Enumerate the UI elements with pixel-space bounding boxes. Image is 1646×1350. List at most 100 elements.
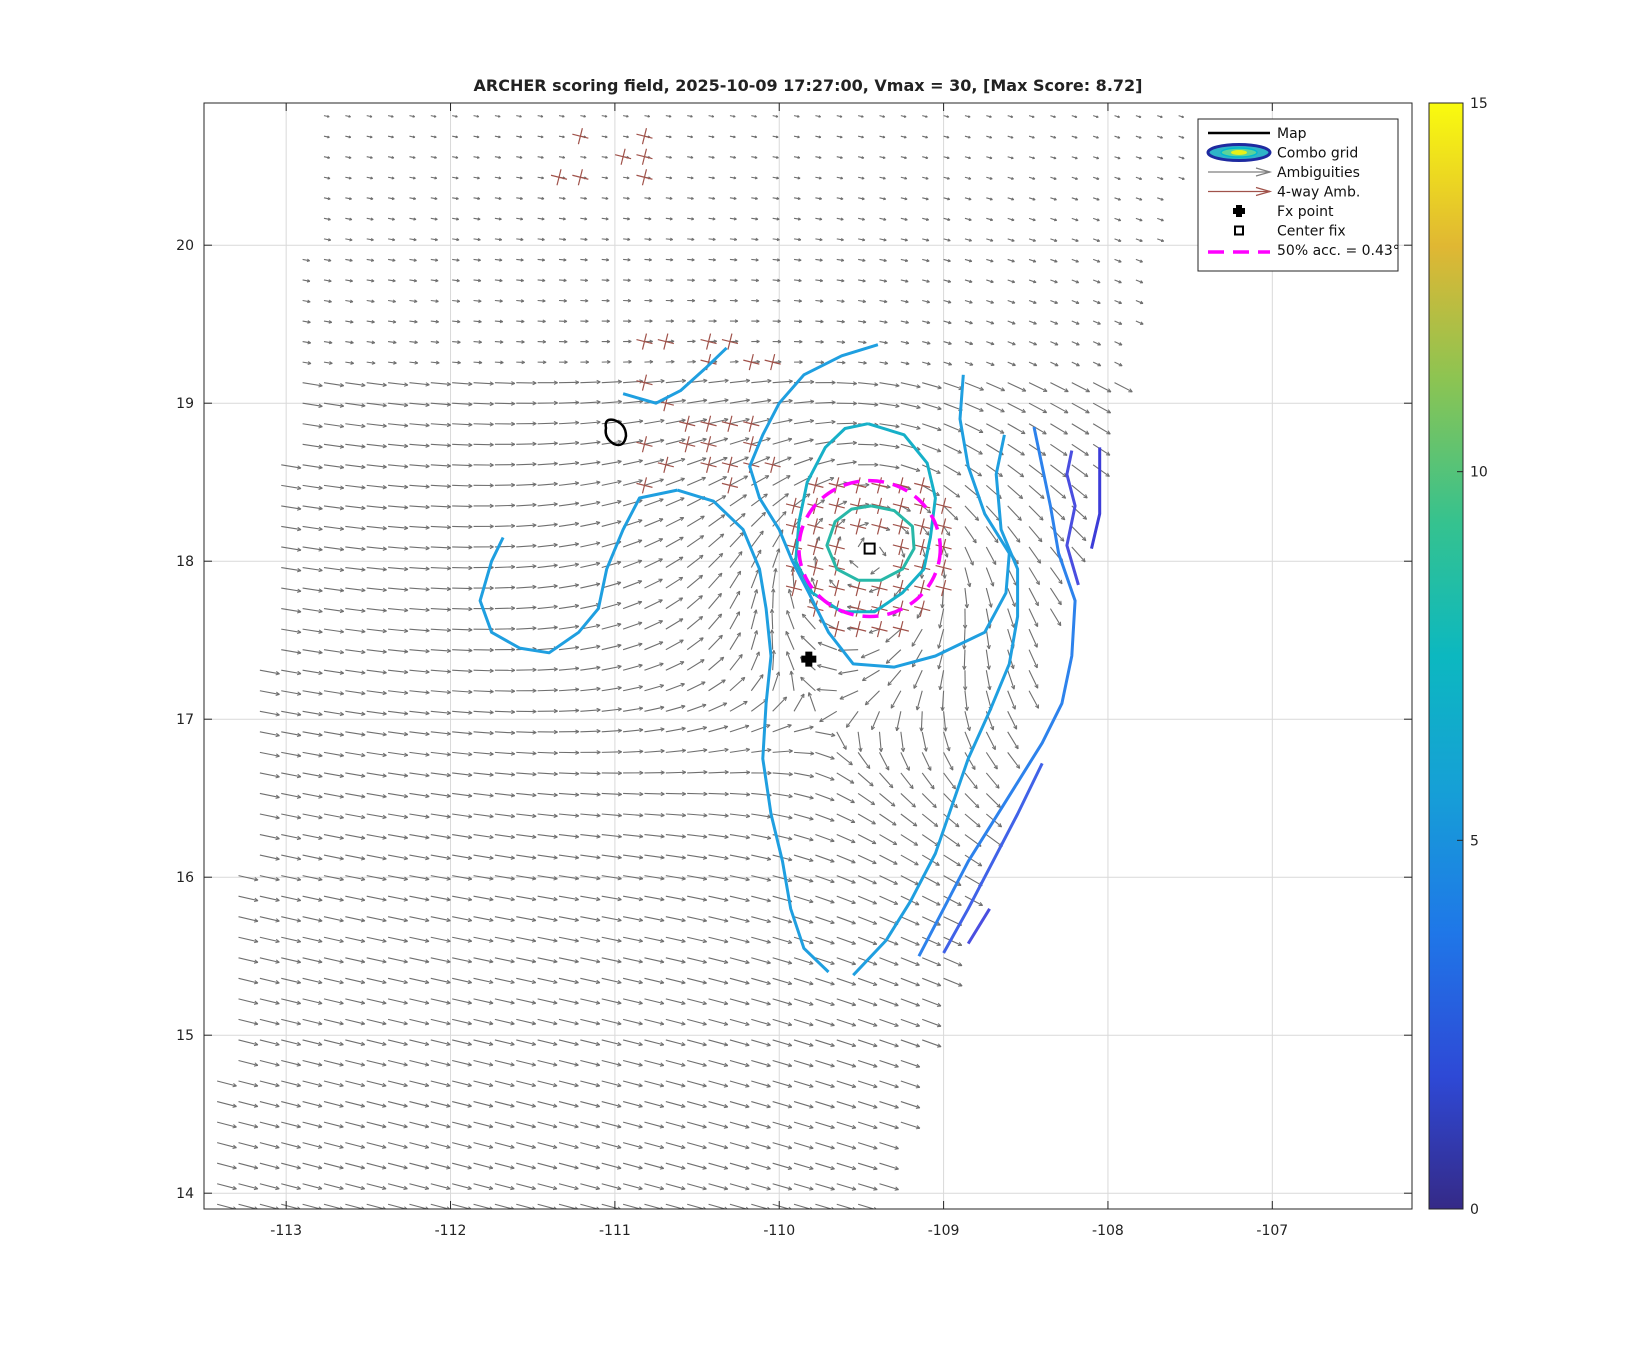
wind-vector	[431, 896, 451, 901]
wind-vector	[1008, 259, 1015, 262]
wind-vector	[538, 361, 546, 364]
wind-vector	[409, 1143, 428, 1149]
wind-vector	[922, 321, 930, 324]
tick-labels: -113 -112 -111 -110 -109 -108 -107141516171819…	[176, 103, 1412, 1239]
wind-vector	[687, 360, 695, 363]
wind-vector	[602, 521, 621, 527]
wind-vector	[709, 876, 729, 881]
wind-vector	[986, 588, 992, 607]
wind-vector	[751, 218, 758, 220]
wind-vector	[1050, 301, 1057, 304]
wind-vector	[324, 300, 332, 303]
wind-vector	[409, 136, 415, 138]
wind-vector	[879, 835, 896, 845]
wind-vector	[773, 177, 779, 179]
wind-vector	[666, 498, 684, 506]
wind-vector	[409, 238, 416, 240]
wind-vector	[986, 650, 990, 670]
wind-vector	[901, 362, 909, 365]
wind-vector	[837, 320, 845, 323]
wind-vector	[773, 279, 780, 282]
wind-vector	[1029, 588, 1038, 606]
wind-vector	[452, 95, 457, 97]
wind-vector	[815, 420, 835, 423]
wind-vector	[388, 999, 407, 1004]
wind-vector	[580, 279, 587, 282]
wind-vector	[944, 752, 953, 770]
wind-vector	[963, 629, 966, 649]
wind-vector	[474, 876, 494, 881]
wind-vector	[751, 1019, 770, 1025]
wind-vector	[773, 95, 778, 97]
wind-vector	[602, 623, 621, 629]
wind-vector	[367, 547, 387, 550]
wind-vector	[986, 95, 991, 97]
wind-vector	[474, 690, 494, 693]
wind-vector	[751, 156, 757, 158]
wind-vector	[452, 1019, 471, 1024]
wind-vector	[239, 937, 258, 942]
wind-vector	[1157, 116, 1162, 118]
wind-vector	[794, 419, 814, 423]
four-way-ambiguity	[914, 601, 930, 617]
legend: MapCombo gridAmbiguities4-way Amb.Fx poi…	[1198, 119, 1400, 271]
wind-vector	[580, 855, 600, 859]
wind-vector	[1093, 116, 1098, 118]
wind-vector	[1136, 95, 1141, 97]
wind-vector	[730, 218, 737, 220]
wind-vector	[538, 320, 546, 323]
wind-vector	[409, 793, 429, 797]
wind-vector	[1093, 465, 1109, 477]
wind-vector	[687, 596, 702, 609]
wind-vector	[303, 383, 323, 387]
wind-vector	[837, 461, 857, 465]
wind-vector	[474, 361, 482, 364]
wind-vector	[815, 752, 834, 759]
wind-vector	[858, 198, 864, 200]
wind-vector	[324, 218, 331, 220]
wind-vector	[495, 156, 501, 158]
wind-vector	[858, 1122, 877, 1129]
wind-vector	[879, 958, 898, 965]
wind-vector	[858, 732, 862, 752]
wind-vector	[901, 835, 918, 846]
wind-vector	[965, 773, 977, 789]
wind-vector	[303, 444, 323, 448]
wind-vector	[559, 688, 579, 691]
wind-vector	[709, 115, 714, 117]
wind-vector	[623, 1143, 642, 1149]
four-way-ambiguity	[914, 498, 930, 514]
wind-vector	[367, 1102, 386, 1108]
wind-vector	[367, 156, 373, 158]
wind-vector	[303, 650, 323, 654]
wind-vector	[495, 627, 515, 630]
wind-vector	[516, 422, 536, 425]
wind-vector	[794, 999, 813, 1006]
wind-vector	[474, 95, 479, 97]
wind-vector	[345, 1040, 364, 1046]
wind-vector	[837, 1143, 856, 1149]
wind-vector	[538, 876, 558, 880]
wind-vector	[1008, 752, 1020, 768]
wind-vector	[495, 300, 503, 303]
wind-vector	[666, 238, 673, 240]
wind-vector	[474, 463, 494, 466]
four-way-ambiguity	[572, 128, 588, 144]
wind-vector	[730, 855, 750, 860]
wind-vector	[324, 937, 344, 942]
wind-vector	[1115, 177, 1121, 179]
wind-vector	[345, 855, 365, 860]
wind-vector	[474, 1040, 493, 1046]
wind-vector	[260, 1122, 279, 1128]
wind-vector	[495, 586, 515, 589]
wind-vector	[431, 690, 451, 693]
wind-vector	[538, 730, 558, 733]
wind-vector	[751, 675, 763, 691]
wind-vector	[858, 136, 863, 138]
wind-vector	[730, 360, 738, 363]
wind-vector	[516, 1184, 535, 1190]
wind-vector	[367, 978, 386, 983]
wind-vector	[452, 732, 472, 735]
wind-vector	[602, 299, 610, 302]
wind-vector	[858, 978, 877, 985]
